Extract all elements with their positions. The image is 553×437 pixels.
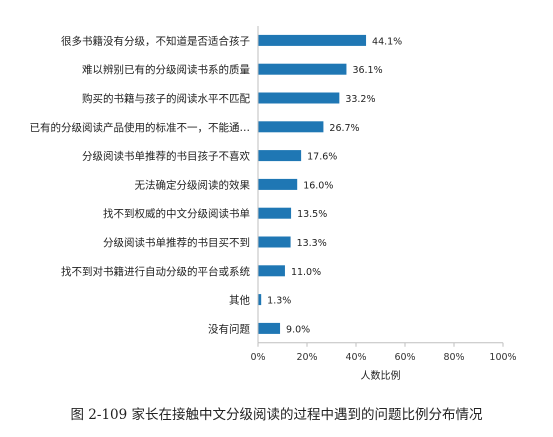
category-label: 分级阅读书单推荐的书目买不到 <box>103 236 250 249</box>
bar-chart: 很多书籍没有分级，不知道是否适合孩子难以辨别已有的分级阅读书系的质量购买的书籍与… <box>30 26 517 382</box>
bar <box>258 178 298 190</box>
data-label: 13.3% <box>297 238 327 249</box>
x-tick-label: 0% <box>250 352 265 363</box>
bar <box>258 207 292 219</box>
category-label: 难以辨别已有的分级阅读书系的质量 <box>82 63 250 76</box>
category-label: 没有问题 <box>208 322 250 335</box>
x-tick-label: 20% <box>296 352 317 363</box>
bar <box>258 92 340 104</box>
figure-caption: 图 2-109 家长在接触中文分级阅读的过程中遇到的问题比例分布情况 <box>70 407 483 423</box>
data-label: 13.5% <box>297 209 327 220</box>
data-label: 9.0% <box>286 324 310 335</box>
category-label: 很多书籍没有分级，不知道是否适合孩子 <box>61 34 250 47</box>
data-label: 33.2% <box>345 94 375 105</box>
bar <box>258 236 291 248</box>
x-axis-title: 人数比例 <box>361 369 401 382</box>
category-label: 已有的分级阅读产品使用的标准不一，不能通… <box>30 121 251 134</box>
data-label: 36.1% <box>352 65 382 76</box>
data-label: 16.0% <box>303 180 333 191</box>
value-labels: 44.1% 36.1% 33.2% 26.7% 17.6% 16.0% 13.5% 13.3%… <box>267 36 402 335</box>
x-tick-labels: 0% 20% 40% 60% 80% 100% <box>250 342 517 363</box>
category-label: 找不到权威的中文分级阅读书单 <box>103 207 250 220</box>
data-label: 26.7% <box>329 123 359 134</box>
x-tick-label: 60% <box>394 352 415 363</box>
category-label: 分级阅读书单推荐的书目孩子不喜欢 <box>82 150 250 163</box>
x-tick-label: 80% <box>443 352 464 363</box>
category-label: 无法确定分级阅读的效果 <box>135 178 251 191</box>
category-label: 其他 <box>229 294 250 307</box>
bar <box>258 294 262 306</box>
bars <box>258 34 367 334</box>
bar <box>258 322 281 334</box>
bar <box>258 63 347 75</box>
data-label: 44.1% <box>372 36 402 47</box>
data-label: 17.6% <box>307 152 337 163</box>
x-tick-label: 100% <box>489 352 516 363</box>
category-labels: 很多书籍没有分级，不知道是否适合孩子难以辨别已有的分级阅读书系的质量购买的书籍与… <box>30 34 251 335</box>
bar <box>258 121 324 133</box>
data-label: 1.3% <box>267 296 291 307</box>
category-label: 购买的书籍与孩子的阅读水平不匹配 <box>82 92 250 105</box>
x-tick-label: 40% <box>345 352 366 363</box>
category-label: 找不到对书籍进行自动分级的平台或系统 <box>61 265 250 278</box>
bar <box>258 34 367 46</box>
data-label: 11.0% <box>291 267 321 278</box>
bar <box>258 150 302 162</box>
bar <box>258 265 285 277</box>
